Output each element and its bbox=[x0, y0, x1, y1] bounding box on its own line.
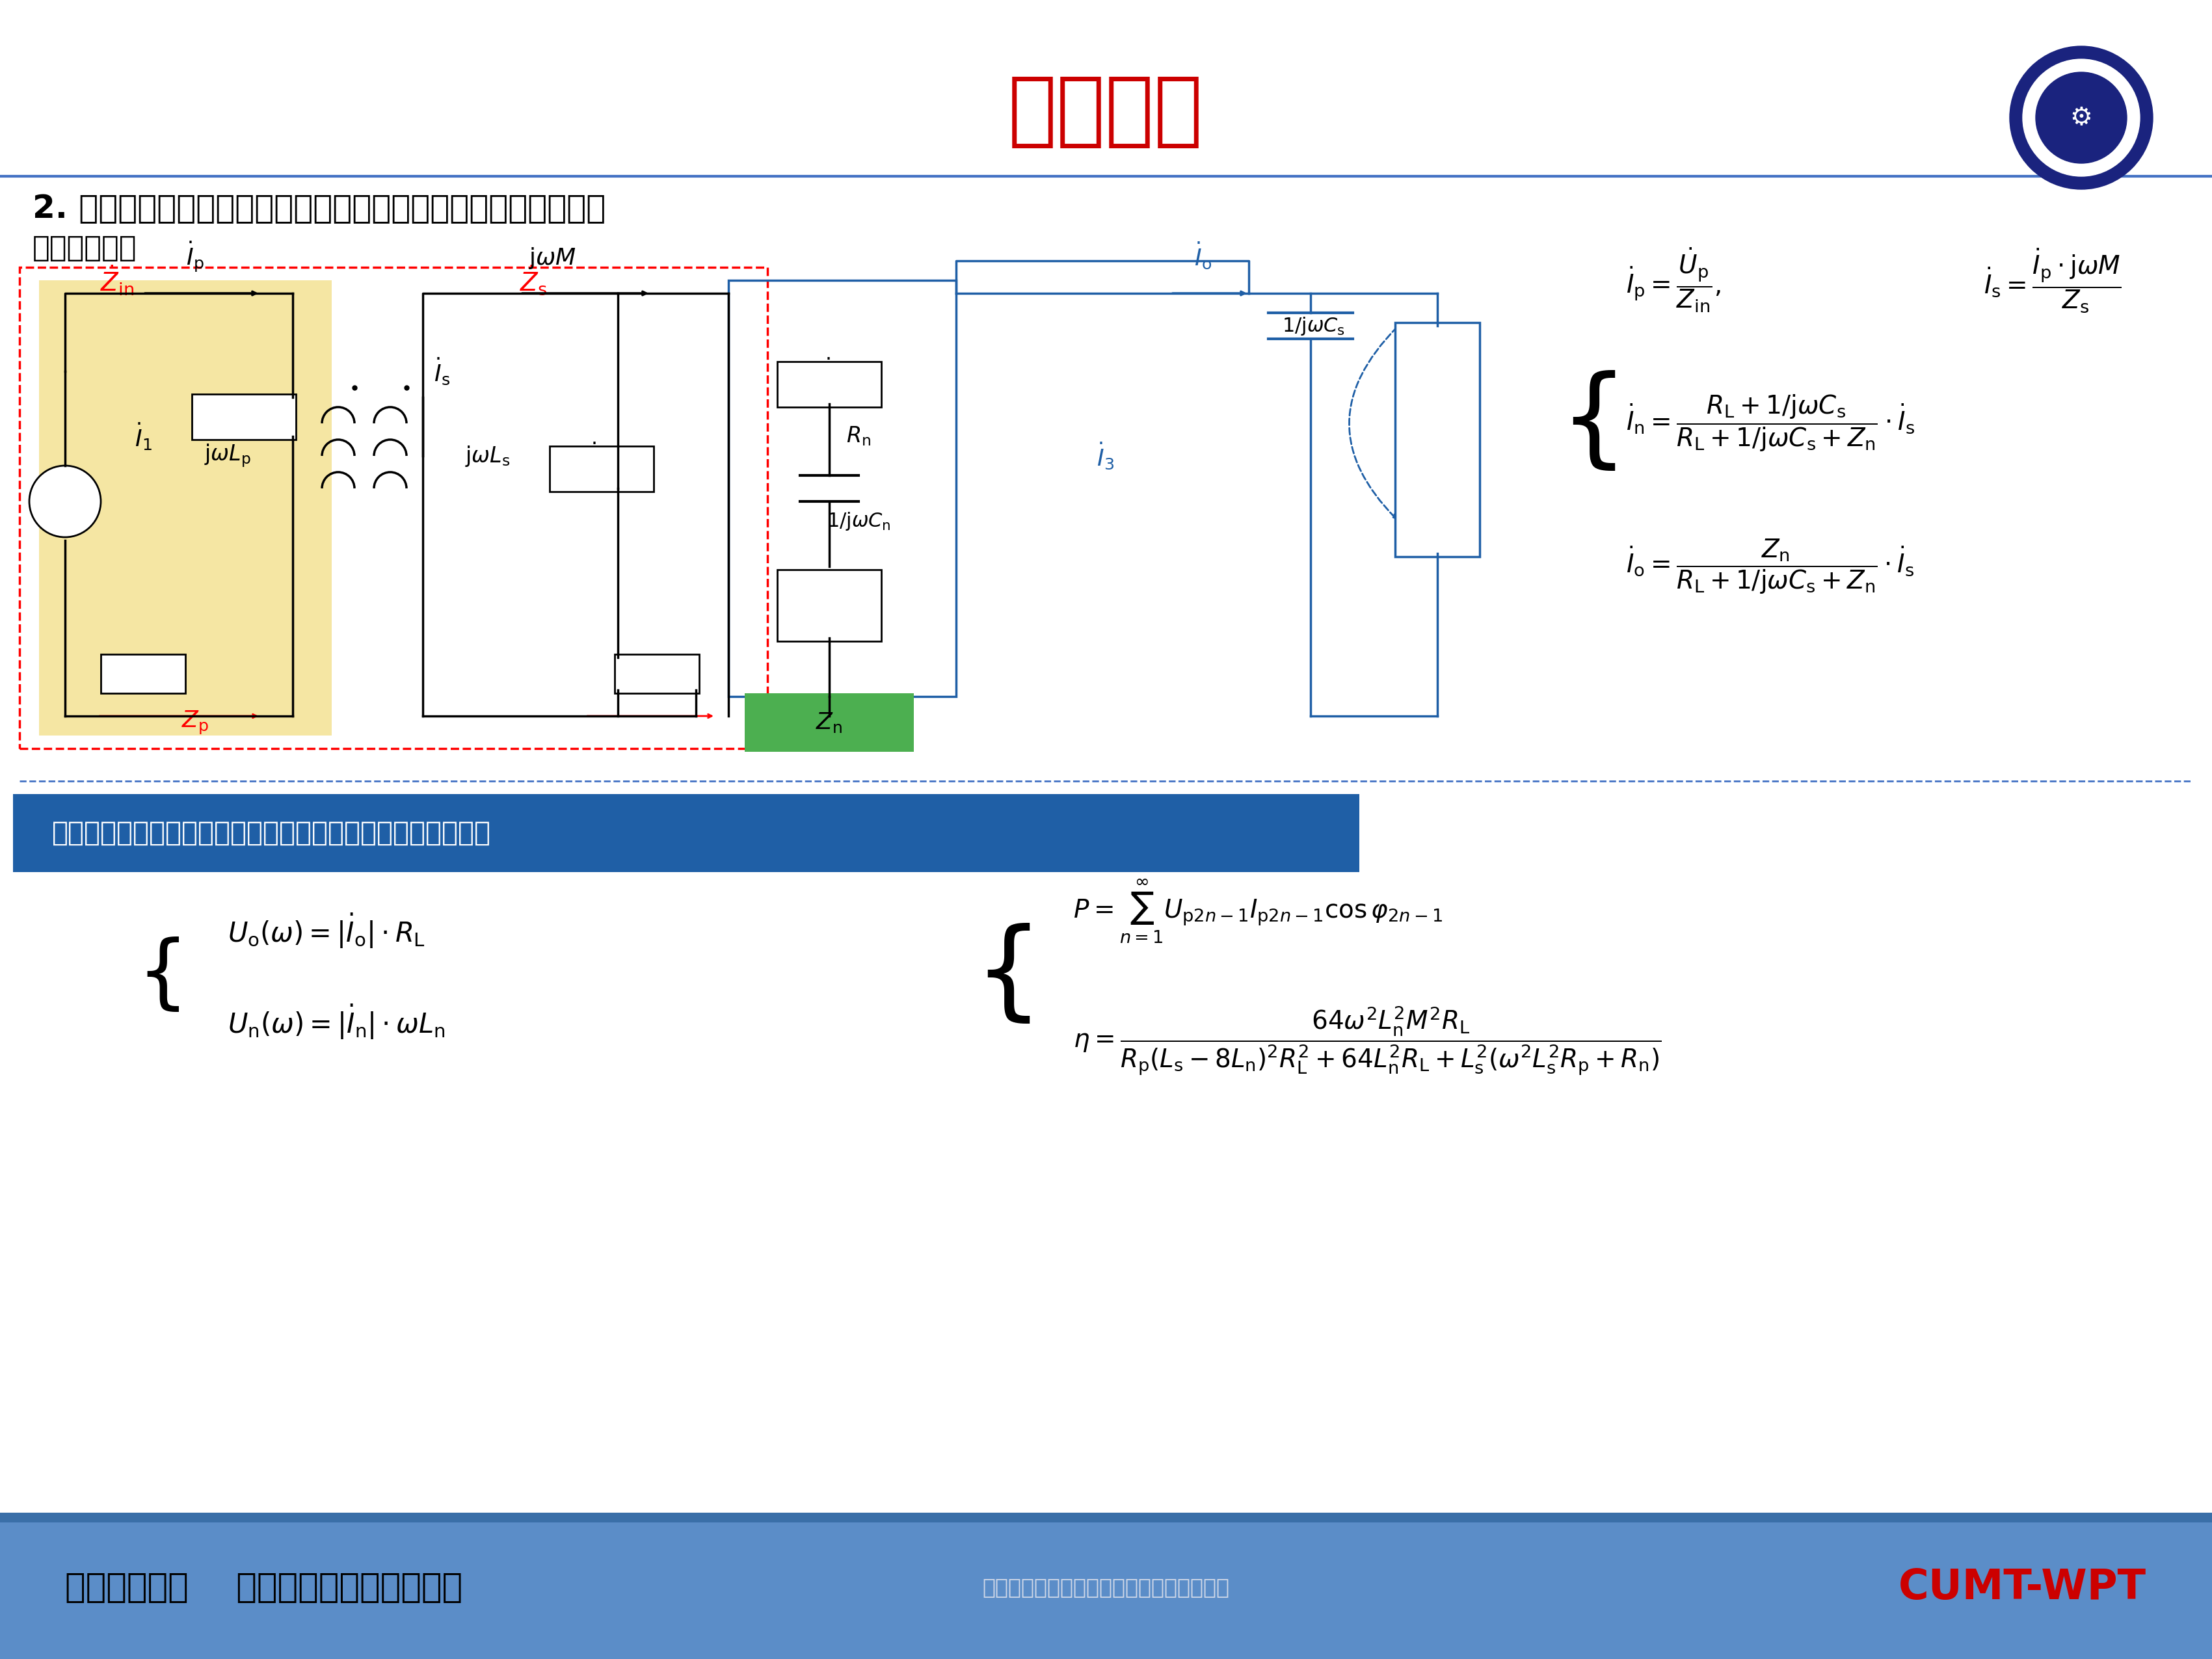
Circle shape bbox=[2011, 46, 2152, 189]
Text: $\dot{Z}_{\rm in}$: $\dot{Z}_{\rm in}$ bbox=[100, 264, 135, 297]
Text: $\dot{I}_{\rm p} = \dfrac{\dot{U}_{\rm p}}{Z_{\rm in}},$: $\dot{I}_{\rm p} = \dfrac{\dot{U}_{\rm p… bbox=[1626, 247, 1721, 314]
Text: $\dot{I}_{\rm 1}$: $\dot{I}_{\rm 1}$ bbox=[135, 421, 153, 451]
Text: $1/{\rm j}\omega C_{\rm n}$: $1/{\rm j}\omega C_{\rm n}$ bbox=[827, 511, 891, 531]
Circle shape bbox=[2022, 60, 2139, 176]
Text: j$\omega M$: j$\omega M$ bbox=[529, 246, 577, 270]
Circle shape bbox=[2035, 73, 2126, 163]
Text: $U_{\rm n}(\omega) = |\dot{I}_{\rm n}| \cdot \omega L_{\rm n}$: $U_{\rm n}(\omega) = |\dot{I}_{\rm n}| \… bbox=[228, 1002, 445, 1040]
Text: $\dot{U}_{\rm p}$: $\dot{U}_{\rm p}$ bbox=[33, 486, 58, 516]
FancyBboxPatch shape bbox=[1396, 322, 1480, 557]
FancyBboxPatch shape bbox=[615, 654, 699, 693]
Text: $U_{\rm o}(\omega) = |\dot{I}_{\rm o}| \cdot R_{\rm L}$: $U_{\rm o}(\omega) = |\dot{I}_{\rm o}| \… bbox=[228, 911, 425, 951]
FancyBboxPatch shape bbox=[40, 280, 332, 735]
Text: $\dot{I}_{\rm 2}$: $\dot{I}_{\rm 2}$ bbox=[591, 440, 606, 471]
Circle shape bbox=[29, 466, 102, 538]
Text: CUMT-WPT: CUMT-WPT bbox=[1898, 1568, 2146, 1608]
Text: $\dot{I}_{\rm o}$: $\dot{I}_{\rm o}$ bbox=[1194, 241, 1212, 270]
Text: $\dot{I}_{\rm p}$: $\dot{I}_{\rm p}$ bbox=[186, 239, 204, 274]
Text: $P = \sum_{n=1}^{\infty} U_{{\rm p}2n-1} I_{{\rm p}2n-1} \cos\varphi_{2n-1}$: $P = \sum_{n=1}^{\infty} U_{{\rm p}2n-1}… bbox=[1073, 878, 1442, 944]
Text: $\dot{I}_{\rm 3}$: $\dot{I}_{\rm 3}$ bbox=[1097, 441, 1115, 471]
Text: ⚙: ⚙ bbox=[2070, 106, 2093, 129]
FancyBboxPatch shape bbox=[776, 569, 880, 642]
Text: j$\omega L_{\rm p}$: j$\omega L_{\rm p}$ bbox=[204, 443, 252, 469]
Text: $Z_{\rm p}$: $Z_{\rm p}$ bbox=[181, 708, 208, 737]
Text: j$\omega L_{\rm s}$: j$\omega L_{\rm s}$ bbox=[465, 445, 511, 468]
FancyBboxPatch shape bbox=[745, 693, 914, 752]
Text: $\dot{Z}_{\rm s}$: $\dot{Z}_{\rm s}$ bbox=[520, 264, 546, 297]
Text: $Z_{\rm n}$: $Z_{\rm n}$ bbox=[816, 710, 843, 735]
FancyBboxPatch shape bbox=[0, 1513, 2212, 1523]
FancyBboxPatch shape bbox=[13, 795, 1360, 873]
FancyBboxPatch shape bbox=[102, 654, 186, 693]
Text: $1/{\rm j}\omega C_{\rm s}$: $1/{\rm j}\omega C_{\rm s}$ bbox=[1283, 315, 1345, 337]
Text: $\eta = \dfrac{64\omega^2 L_{\rm n}^2 M^2 R_{\rm L}}{R_{\rm p}(L_{\rm s}-8L_{\rm: $\eta = \dfrac{64\omega^2 L_{\rm n}^2 M^… bbox=[1073, 1005, 1661, 1077]
Text: 中国矿业大学    无线电能传输研究课题组: 中国矿业大学 无线电能传输研究课题组 bbox=[64, 1571, 462, 1604]
Text: $R_{\rm L}$: $R_{\rm L}$ bbox=[1451, 445, 1478, 468]
Text: j$\omega L_{\rm n}$: j$\omega L_{\rm n}$ bbox=[838, 594, 880, 615]
Text: $R_{\rm n}$: $R_{\rm n}$ bbox=[847, 425, 872, 448]
Text: $\dot{I}_{\rm n}$: $\dot{I}_{\rm n}$ bbox=[823, 357, 841, 387]
Text: 技术实现: 技术实现 bbox=[1009, 71, 1203, 151]
Text: {: { bbox=[137, 937, 188, 1015]
Text: 2. 基波和谐波的共通道的无线电能与信号同步传输（相位调制）: 2. 基波和谐波的共通道的无线电能与信号同步传输（相位调制） bbox=[33, 192, 606, 224]
Text: $R_{\rm p}$: $R_{\rm p}$ bbox=[131, 657, 155, 684]
FancyBboxPatch shape bbox=[192, 395, 296, 440]
Text: $\dot{I}_{\rm s} = \dfrac{\dot{I}_{\rm p} \cdot {\rm j}\omega M}{Z_{\rm s}}$: $\dot{I}_{\rm s} = \dfrac{\dot{I}_{\rm p… bbox=[1984, 247, 2121, 314]
Text: $\dot{I}_{\rm s}$: $\dot{I}_{\rm s}$ bbox=[434, 357, 451, 387]
Text: 系统等效模型: 系统等效模型 bbox=[33, 234, 137, 262]
FancyBboxPatch shape bbox=[776, 362, 880, 406]
Text: $R_{\rm s}$: $R_{\rm s}$ bbox=[653, 659, 675, 682]
FancyBboxPatch shape bbox=[0, 1516, 2212, 1659]
FancyBboxPatch shape bbox=[549, 446, 655, 491]
Text: {: { bbox=[973, 922, 1042, 1029]
Text: $\dot{I}_{\rm n} = \dfrac{R_{\rm L} + 1/{\rm j}\omega C_{\rm s}}{R_{\rm L} + 1/{: $\dot{I}_{\rm n} = \dfrac{R_{\rm L} + 1/… bbox=[1626, 393, 1916, 453]
Text: $\dot{I}_{\rm o} = \dfrac{Z_{\rm n}}{R_{\rm L} + 1/{\rm j}\omega C_{\rm s} + Z_{: $\dot{I}_{\rm o} = \dfrac{Z_{\rm n}}{R_{… bbox=[1626, 538, 1913, 596]
Text: 中国电工技术学会《电气技术》杂志社发布: 中国电工技术学会《电气技术》杂志社发布 bbox=[982, 1576, 1230, 1598]
Text: 可得负载电压、信号检测电压、输出功率和传输效率表达式：: 可得负载电压、信号检测电压、输出功率和传输效率表达式： bbox=[53, 820, 491, 846]
Text: {: { bbox=[1559, 370, 1628, 476]
